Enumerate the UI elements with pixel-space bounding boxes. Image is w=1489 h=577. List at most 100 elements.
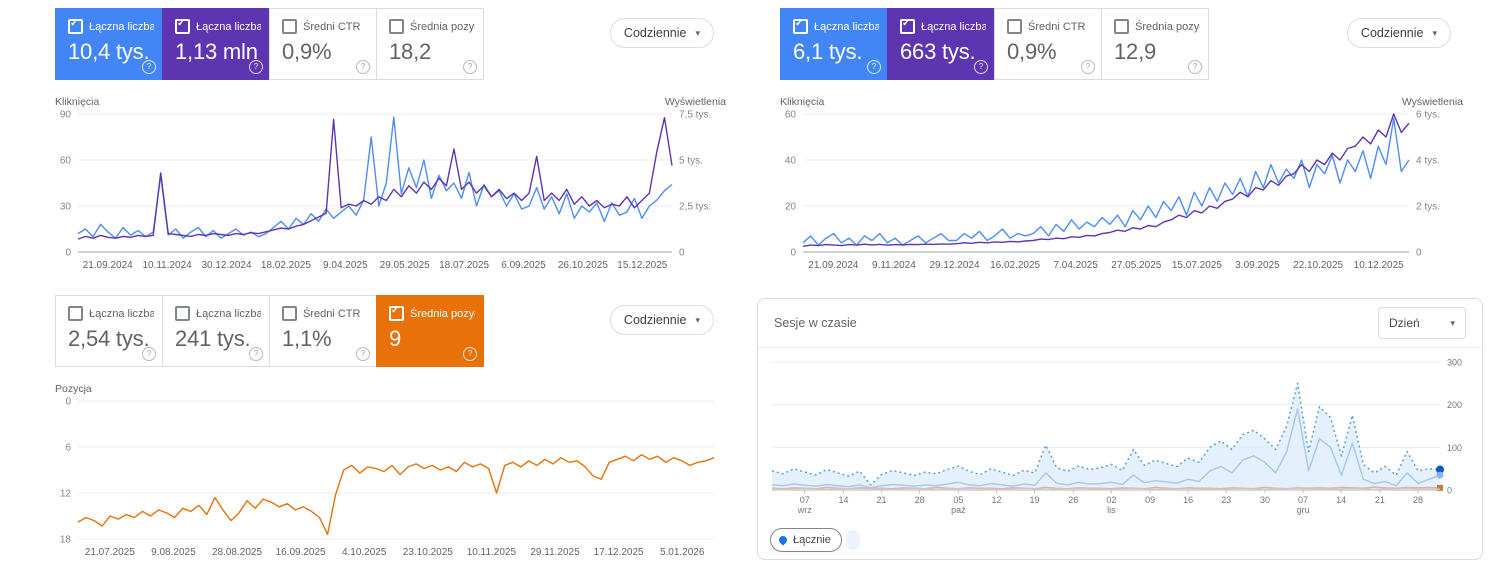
- card-label: Średni CTR: [303, 20, 361, 33]
- legend-item-total[interactable]: Łącznie: [770, 528, 842, 552]
- svg-text:21: 21: [877, 495, 887, 505]
- card-value: 663 tys.: [900, 39, 976, 64]
- svg-text:15.12.2025: 15.12.2025: [617, 260, 667, 271]
- help-icon[interactable]: ?: [463, 347, 477, 361]
- card-label: Łączna liczba wyś...: [196, 20, 261, 33]
- card-total-clicks[interactable]: Łączna liczba klik... 6,1 tys. ?: [780, 8, 888, 80]
- svg-text:0: 0: [1447, 486, 1452, 496]
- card-total-impressions[interactable]: Łączna liczba wyś... 663 tys. ?: [887, 8, 995, 80]
- svg-text:60: 60: [785, 110, 797, 121]
- card-value: 1,13 mln: [175, 39, 258, 64]
- svg-text:26: 26: [1068, 495, 1078, 505]
- help-icon[interactable]: ?: [249, 60, 263, 74]
- checkbox-unchecked-icon[interactable]: [68, 306, 83, 321]
- metric-header: Łączna liczba klik... 2,54 tys. ? Łączna…: [30, 293, 730, 373]
- checkbox-checked-icon[interactable]: [900, 19, 915, 34]
- checkbox-unchecked-icon[interactable]: [175, 306, 190, 321]
- svg-text:6: 6: [65, 443, 71, 454]
- svg-text:5 tys.: 5 tys.: [679, 156, 703, 167]
- granularity-dropdown[interactable]: Codziennie ▾: [609, 305, 714, 335]
- granularity-dropdown[interactable]: Codziennie ▾: [609, 18, 714, 48]
- svg-text:21.07.2025: 21.07.2025: [85, 547, 135, 558]
- metric-cards: Łączna liczba klik... 2,54 tys. ? Łączna…: [55, 295, 484, 367]
- svg-text:0: 0: [679, 248, 685, 259]
- help-icon[interactable]: ?: [142, 60, 156, 74]
- caret-down-icon: ▾: [695, 27, 700, 38]
- svg-text:29.12.2024: 29.12.2024: [929, 260, 979, 271]
- svg-text:23.10.2025: 23.10.2025: [403, 547, 453, 558]
- right-axis-title: Wyświetlenia: [664, 96, 726, 108]
- clicks-impressions-chart: 90 7,5 tys. 60 5 tys. 30 2,5 tys. 0 0 21.09.2024…: [30, 108, 730, 276]
- card-value: 6,1 tys.: [793, 39, 863, 64]
- help-icon[interactable]: ?: [356, 60, 370, 74]
- help-icon[interactable]: ?: [1081, 60, 1095, 74]
- svg-text:17.12.2025: 17.12.2025: [594, 547, 644, 558]
- metric-header: Łączna liczba klik... 10,4 tys. ? Łączna…: [30, 6, 730, 86]
- checkbox-unchecked-icon[interactable]: [282, 306, 297, 321]
- svg-text:7.04.2025: 7.04.2025: [1053, 260, 1098, 271]
- card-total-impressions[interactable]: Łączna liczba wyś... 241 tys. ?: [162, 295, 270, 367]
- checkbox-unchecked-icon[interactable]: [1114, 19, 1129, 34]
- svg-text:2 tys.: 2 tys.: [1416, 202, 1440, 213]
- svg-text:28: 28: [1413, 495, 1423, 505]
- caret-down-icon: ▾: [1450, 317, 1455, 328]
- checkbox-checked-icon[interactable]: [389, 306, 404, 321]
- checkbox-checked-icon[interactable]: [68, 19, 83, 34]
- help-icon[interactable]: ?: [356, 347, 370, 361]
- card-avg-ctr[interactable]: Średni CTR 0,9% ?: [269, 8, 377, 80]
- svg-text:0: 0: [65, 248, 71, 259]
- granularity-dropdown[interactable]: Codziennie ▾: [1346, 18, 1451, 48]
- svg-text:28: 28: [915, 495, 925, 505]
- svg-text:10.11.2025: 10.11.2025: [467, 547, 517, 558]
- help-icon[interactable]: ?: [249, 347, 263, 361]
- svg-text:21.09.2024: 21.09.2024: [83, 260, 133, 271]
- dropdown-label: Codziennie: [1360, 26, 1424, 40]
- chart-region: Kliknięcia Wyświetlenia 60 6 tys. 40 4 tys.…: [755, 96, 1467, 276]
- card-value: 12,9: [1114, 39, 1157, 64]
- help-icon[interactable]: ?: [142, 347, 156, 361]
- card-value: 241 tys.: [175, 326, 251, 351]
- svg-text:23: 23: [1221, 495, 1231, 505]
- card-avg-ctr[interactable]: Średni CTR 0,9% ?: [994, 8, 1102, 80]
- card-total-clicks[interactable]: Łączna liczba klik... 10,4 tys. ?: [55, 8, 163, 80]
- svg-text:lis: lis: [1107, 505, 1116, 515]
- svg-text:40: 40: [785, 156, 797, 167]
- help-icon[interactable]: ?: [1188, 60, 1202, 74]
- checkbox-unchecked-icon[interactable]: [389, 19, 404, 34]
- svg-text:12: 12: [60, 489, 72, 500]
- card-avg-ctr[interactable]: Średni CTR 1,1% ?: [269, 295, 377, 367]
- checkbox-checked-icon[interactable]: [175, 19, 190, 34]
- svg-text:18.07.2025: 18.07.2025: [439, 260, 489, 271]
- card-value: 10,4 tys.: [68, 39, 150, 64]
- svg-text:2,5 tys.: 2,5 tys.: [679, 202, 711, 213]
- checkbox-unchecked-icon[interactable]: [282, 19, 297, 34]
- card-total-impressions[interactable]: Łączna liczba wyś... 1,13 mln ?: [162, 8, 270, 80]
- help-icon[interactable]: ?: [974, 60, 988, 74]
- svg-text:30: 30: [60, 202, 72, 213]
- left-axis-title: Kliknięcia: [55, 96, 100, 108]
- checkbox-checked-icon[interactable]: [793, 19, 808, 34]
- card-avg-position[interactable]: Średnia pozycja 12,9 ?: [1101, 8, 1209, 80]
- svg-text:30: 30: [1260, 495, 1270, 505]
- svg-text:0: 0: [1416, 248, 1422, 259]
- svg-text:07: 07: [1298, 495, 1308, 505]
- svg-text:14: 14: [838, 495, 848, 505]
- svg-text:6 tys.: 6 tys.: [1416, 110, 1440, 121]
- svg-text:9.04.2025: 9.04.2025: [323, 260, 368, 271]
- card-value: 0,9%: [282, 39, 332, 64]
- card-label: Łączna liczba klik...: [814, 20, 879, 33]
- caret-down-icon: ▾: [1432, 27, 1437, 38]
- card-avg-position[interactable]: Średnia pozycja 9 ?: [376, 295, 484, 367]
- checkbox-unchecked-icon[interactable]: [1007, 19, 1022, 34]
- ga-header: Sesje w czasie Dzień ▾: [758, 299, 1482, 348]
- svg-text:3.09.2025: 3.09.2025: [1235, 260, 1280, 271]
- svg-text:16.09.2025: 16.09.2025: [276, 547, 326, 558]
- ga-chart-title: Sesje w czasie: [774, 316, 857, 330]
- legend-item-partial[interactable]: [845, 530, 860, 550]
- help-icon[interactable]: ?: [867, 60, 881, 74]
- card-avg-position[interactable]: Średnia pozycja 18,2 ?: [376, 8, 484, 80]
- ga-granularity-dropdown[interactable]: Dzień ▾: [1378, 307, 1466, 339]
- help-icon[interactable]: ?: [463, 60, 477, 74]
- card-total-clicks[interactable]: Łączna liczba klik... 2,54 tys. ?: [55, 295, 163, 367]
- card-label: Łączna liczba klik...: [89, 20, 154, 33]
